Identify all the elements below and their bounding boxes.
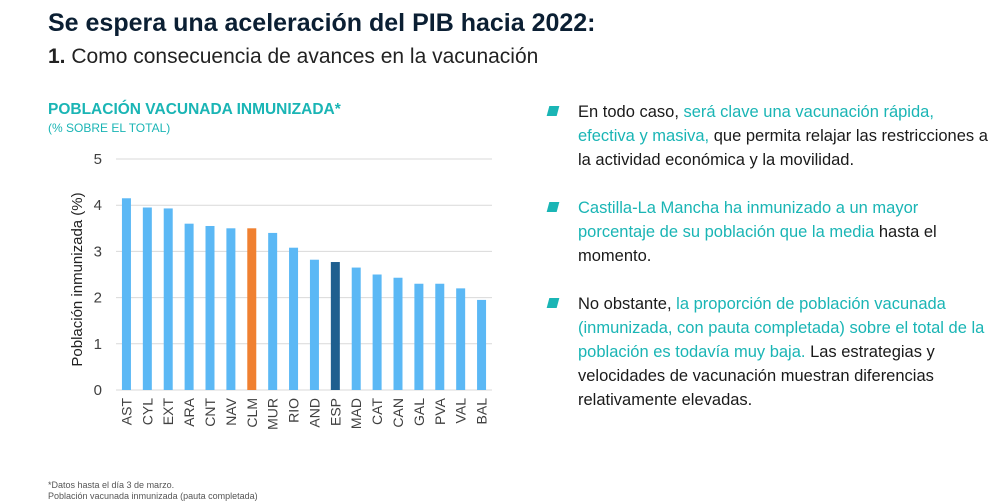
subtitle-number: 1. bbox=[48, 45, 66, 68]
body-text: Las estrategias y velocidades de vacunac… bbox=[578, 343, 935, 409]
body-text: En todo caso, bbox=[578, 103, 684, 121]
x-tick-label: ARA bbox=[181, 397, 197, 426]
bullet-text: Castilla-La Mancha ha inmunizado a un ma… bbox=[578, 199, 937, 265]
x-tick-label: MUR bbox=[265, 398, 281, 430]
x-tick-label: CLM bbox=[244, 398, 260, 428]
footnote-1: *Datos hasta el día 3 de marzo. bbox=[48, 480, 175, 490]
y-tick-label: 2 bbox=[94, 290, 102, 307]
bar bbox=[163, 208, 173, 390]
x-tick-label: NAV bbox=[223, 397, 239, 425]
bullet-text: No obstante, la proporción de población … bbox=[578, 295, 984, 409]
bar bbox=[226, 228, 236, 390]
chart-title: POBLACIÓN VACUNADA INMUNIZADA* bbox=[48, 101, 341, 118]
bar bbox=[477, 299, 487, 390]
bar bbox=[205, 225, 215, 390]
bar bbox=[414, 283, 424, 390]
bar bbox=[142, 207, 152, 390]
y-tick-label: 0 bbox=[94, 382, 102, 399]
bullet-item-3: No obstante, la proporción de población … bbox=[546, 292, 988, 412]
chart-subtitle: (% SOBRE EL TOTAL) bbox=[48, 121, 171, 135]
body-text: No obstante, bbox=[578, 295, 677, 313]
page-subtitle: 1. Como consecuencia de avances en la va… bbox=[48, 45, 538, 69]
bullet-text: En todo caso, será clave una vacunación … bbox=[578, 103, 988, 169]
bullet-list: En todo caso, será clave una vacunación … bbox=[546, 100, 988, 436]
bullet-marker-icon bbox=[546, 298, 560, 308]
highlight-text: la proporción de población vacunada (inm… bbox=[578, 295, 985, 361]
highlight-text: será clave una vacunación rápida, efecti… bbox=[578, 103, 934, 145]
x-tick-label: AND bbox=[306, 398, 322, 428]
bar bbox=[309, 259, 319, 390]
y-tick-label: 4 bbox=[94, 197, 102, 214]
bullet-item-2: Castilla-La Mancha ha inmunizado a un ma… bbox=[546, 196, 988, 268]
bar bbox=[372, 274, 382, 390]
y-tick-label: 5 bbox=[94, 151, 102, 168]
bar bbox=[351, 267, 361, 390]
label-layer: 0 1 2 3 4 5 AST CYL EXT ARA CNT NAV CLM MUR RIO AND ESP M… bbox=[94, 151, 490, 430]
x-tick-label: CYL bbox=[139, 398, 155, 425]
bar bbox=[289, 247, 299, 390]
bullet-marker-icon bbox=[546, 106, 560, 116]
page-title: Se espera una aceleración del PIB hacia … bbox=[48, 9, 596, 37]
bar bbox=[456, 288, 466, 390]
x-tick-label: ESP bbox=[327, 398, 343, 426]
grid-layer bbox=[116, 158, 492, 391]
bar bbox=[121, 198, 131, 390]
y-axis-label: Población inmunizada (%) bbox=[69, 192, 86, 366]
bar bbox=[393, 277, 403, 390]
x-tick-label: RIO bbox=[286, 398, 302, 423]
x-tick-label: CAT bbox=[369, 398, 385, 425]
subtitle-text: Como consecuencia de avances en la vacun… bbox=[71, 45, 539, 68]
x-tick-label: PVA bbox=[432, 397, 448, 425]
x-tick-label: VAL bbox=[453, 398, 469, 424]
bullet-item-1: En todo caso, será clave una vacunación … bbox=[546, 100, 988, 172]
x-tick-label: EXT bbox=[160, 398, 176, 426]
x-tick-label: AST bbox=[118, 398, 134, 426]
footnote-2: Población vacunada inmunizada (pauta com… bbox=[48, 491, 258, 501]
bar-layer bbox=[121, 198, 487, 390]
bar bbox=[247, 228, 257, 390]
bar bbox=[330, 262, 340, 390]
y-tick-label: 1 bbox=[94, 336, 102, 353]
bar-chart: 0 1 2 3 4 5 AST CYL EXT ARA CNT NAV CLM MUR RIO AND ESP M… bbox=[69, 151, 492, 430]
x-tick-label: GAL bbox=[411, 398, 427, 426]
x-tick-label: CAN bbox=[390, 398, 406, 428]
bullet-marker-icon bbox=[546, 202, 560, 212]
bar bbox=[435, 283, 445, 390]
x-tick-label: MAD bbox=[348, 398, 364, 429]
highlight-text: Castilla-La Mancha ha inmunizado a un ma… bbox=[578, 199, 919, 241]
bar bbox=[268, 232, 278, 390]
y-tick-label: 3 bbox=[94, 243, 102, 260]
body-text: hasta el momento. bbox=[578, 223, 937, 265]
x-tick-label: BAL bbox=[474, 398, 490, 425]
x-tick-label: CNT bbox=[202, 398, 218, 427]
body-text: que permita relajar las restricciones a … bbox=[578, 127, 988, 169]
bar bbox=[184, 223, 194, 390]
